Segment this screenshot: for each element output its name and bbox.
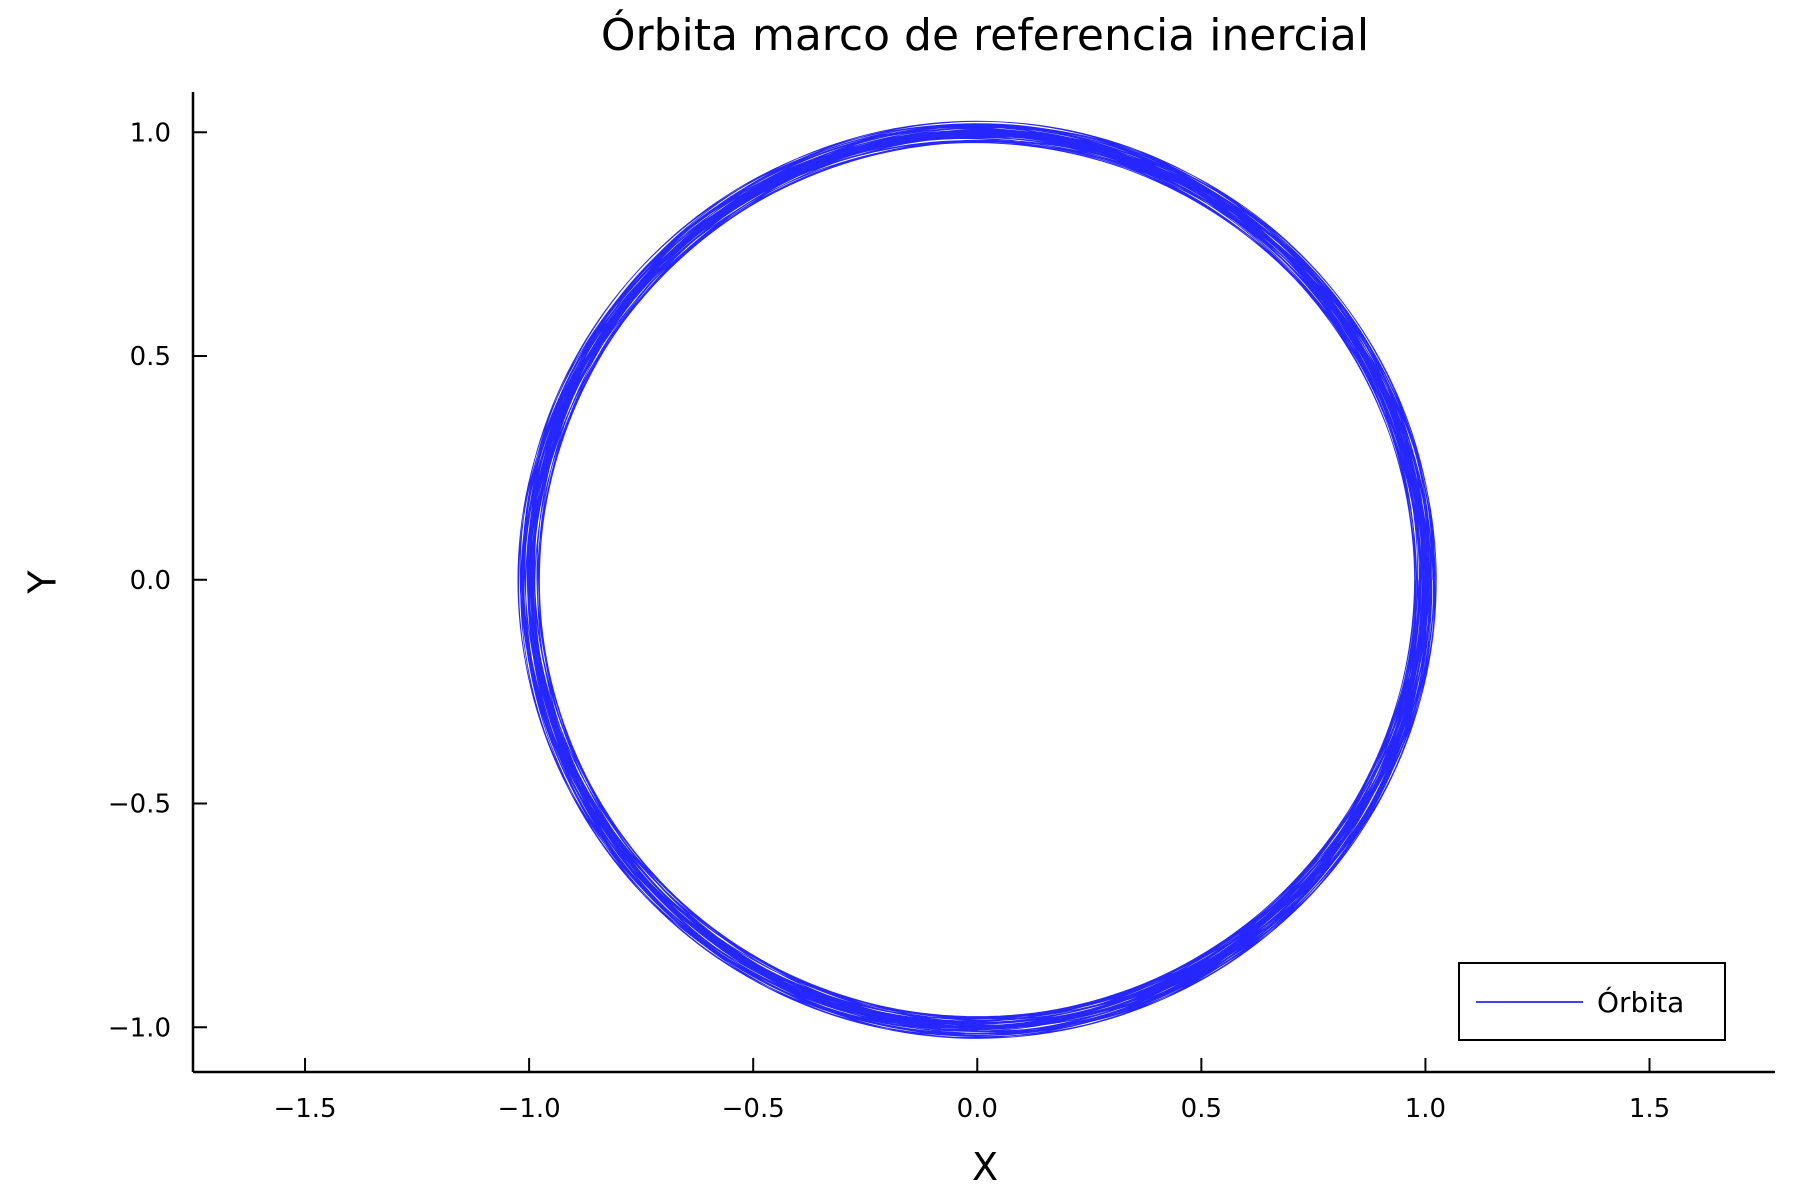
x-tick-label: −1.5	[273, 1094, 336, 1124]
orbit-line	[517, 120, 1437, 1039]
x-ticks: −1.5 −1.0 −0.5 0.0 0.5 1.0 1.5	[273, 1058, 1670, 1124]
plot-area	[517, 120, 1437, 1039]
x-axis-label: X	[972, 1145, 998, 1189]
y-tick-label: 0.5	[130, 342, 171, 372]
x-tick-label: −0.5	[722, 1094, 785, 1124]
x-tick-label: 1.0	[1405, 1094, 1446, 1124]
y-tick-label: −1.0	[108, 1013, 171, 1043]
y-tick-label: 1.0	[130, 118, 171, 148]
x-tick-label: −1.0	[498, 1094, 561, 1124]
legend-label: Órbita	[1597, 985, 1684, 1019]
x-tick-label: 0.5	[1181, 1094, 1222, 1124]
orbit-series	[517, 120, 1437, 1039]
x-tick-label: 0.0	[957, 1094, 998, 1124]
x-tick-label: 1.5	[1629, 1094, 1670, 1124]
legend: Órbita	[1458, 962, 1726, 1041]
y-axis-label: Y	[21, 570, 65, 595]
y-tick-label: −0.5	[108, 790, 171, 820]
y-tick-label: 0.0	[130, 566, 171, 596]
y-ticks: −1.0 −0.5 0.0 0.5 1.0	[108, 118, 207, 1043]
chart-title: Órbita marco de referencia inercial	[601, 8, 1369, 61]
